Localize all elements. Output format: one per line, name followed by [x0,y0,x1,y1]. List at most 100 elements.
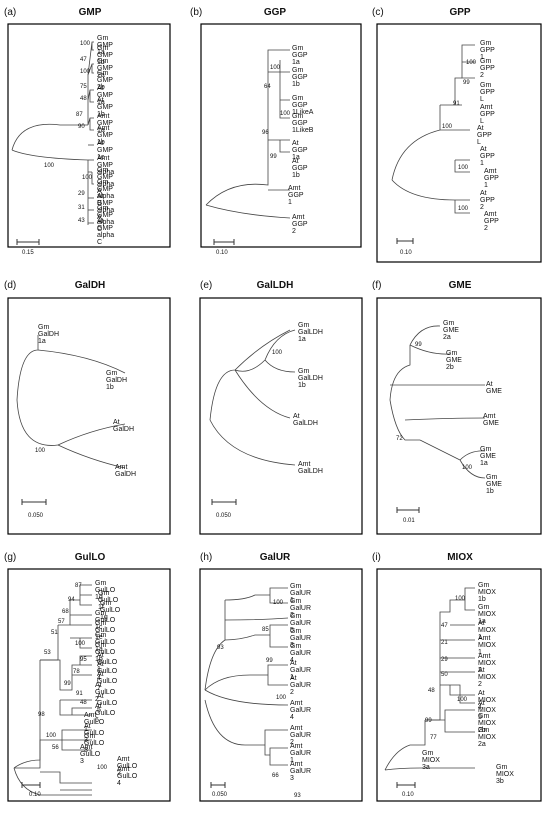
leaf-label: Gm GME 1a [480,446,496,467]
leaf-label: At GMP alpha C [97,218,115,246]
bootstrap-value: 64 [264,84,271,90]
bootstrap-value: 100 [82,175,93,181]
scale-bar-label: 0.10 [400,250,412,256]
bootstrap-value: 100 [35,448,46,454]
leaf-label: At GulLO 6 [95,703,116,724]
leaf-label: Gm GMP alpha C [97,205,115,233]
leaf-label: At GGP 1a [292,140,308,161]
panel-label: (i) [372,552,381,563]
bootstrap-value: 100 [80,41,91,47]
bootstrap-value: 99 [415,342,422,348]
leaf-label: At GalDH [113,419,135,433]
bootstrap-value: 99 [425,718,432,724]
bootstrap-value: 99 [266,658,273,664]
leaf-label: Gm MIOX 1b [478,582,496,603]
bootstrap-value: 99 [463,80,470,86]
panel-label: (d) [4,280,17,291]
bootstrap-value: 95 [80,657,87,663]
panel-label: (a) [4,7,17,18]
panel-title: GalUR [259,552,291,563]
leaf-label: Amt GalUR 2 [290,725,312,746]
leaf-label: At GMP alpha A [97,193,115,221]
bootstrap-value: 100 [455,596,466,602]
leaf-label: At GulLO 3 [84,723,105,744]
bootstrap-value: 53 [44,650,51,656]
panel-label: (e) [200,280,213,291]
panel-title: GalDH [74,280,106,291]
bootstrap-value: 47 [80,57,87,63]
leaf-label: At GalUR 1 [290,660,312,681]
bootstrap-value: 87 [75,583,82,589]
leaf-label: Gm GPP 2 [480,58,495,79]
panel-title: GalLDH [256,280,294,291]
bootstrap-value: 78 [73,669,80,675]
bootstrap-value: 100 [276,695,287,701]
leaf-label: Amt GalUR 1 [290,743,312,764]
bootstrap-value: 100 [44,163,55,169]
scale-bar-label: 0.10 [216,250,228,256]
leaf-label: At GGP 1b [292,158,308,179]
panel-title: GPP [449,7,471,18]
leaf-label: Amt GPP 2 [484,211,499,232]
leaf-label: Amt GGP 1 [288,185,304,206]
bootstrap-value: 43 [78,218,85,224]
leaf-label: Amt GGP 2 [292,214,308,235]
scale-bar-label: 0.01 [403,518,415,524]
leaf-label: Gm GMP alpha A [97,167,115,195]
leaf-label: Amt GME [483,413,499,427]
leaf-label: Gm GulLO 3 [84,733,105,754]
bootstrap-value: 100 [270,65,281,71]
leaf-label: Amt GulLO 2 [117,756,138,777]
leaf-label: At MIOX 2 [478,667,496,688]
bootstrap-value: 31 [78,205,85,211]
bootstrap-value: 100 [462,465,473,471]
bootstrap-value: 48 [80,700,87,706]
leaf-label: Gm GME 2a [443,320,459,341]
leaf-label: Amt MIOX 1 [478,635,496,656]
leaf-label: Amt GPP L [480,104,495,125]
bootstrap-value: 99 [270,154,277,160]
leaf-label: At GPP 1 [480,146,495,167]
leaf-label: At GulLO 4 [97,661,118,682]
bootstrap-value: 21 [441,640,448,646]
bootstrap-value: 93 [217,645,224,651]
panel-title: GulLO [74,552,106,563]
leaf-label: Gm GME 2b [446,350,462,371]
leaf-label: Gm GalUR 5 [290,613,312,634]
leaf-label: At GulLO 5 [97,693,118,714]
bootstrap-value: 100 [272,350,283,356]
leaf-label: Amt GalDH [115,464,137,478]
leaf-label: Amt GalLDH [298,461,323,475]
leaf-label: At GMP 1a [97,85,113,106]
leaf-label: Gm GGP 1LikeB [292,113,314,134]
scale-bar-label: 0.050 [212,792,228,798]
leaf-label: Gm GalLDH 1b [298,368,323,389]
leaf-label: Amt GalUR 4 [290,700,312,721]
bootstrap-value: 29 [78,191,85,197]
leaf-label: Amt GMP 1b [97,125,113,146]
leaf-label: At MIOX 1 [478,620,496,641]
bootstrap-value: 90 [78,124,85,130]
bootstrap-value: 85 [262,627,269,633]
bootstrap-value: 77 [430,735,437,741]
panel-label: (f) [372,280,382,291]
leaf-label: Amt MIOX 2 [478,653,496,674]
scale-bar-label: 0.10 [29,792,41,798]
panel-title: GMP [78,7,102,18]
leaf-label: Gm GalLDH 1a [298,322,323,343]
scale-bar-label: 0.15 [22,250,34,256]
leaf-label: Gm GPP L [480,82,495,103]
leaf-label: Amt GulLO 1 [84,712,105,733]
leaf-label: Gm GulLO 1c [95,610,116,631]
leaf-label: Amt GPP 1 [484,168,499,189]
bootstrap-value: 72 [396,436,403,442]
leaf-label: Amt GulLO 4 [117,766,138,787]
leaf-label: At GPP L [477,125,492,146]
leaf-label: At GalLDH [293,413,318,427]
bootstrap-value: 100 [273,600,284,606]
leaf-label: At GMP 1c [97,140,113,161]
